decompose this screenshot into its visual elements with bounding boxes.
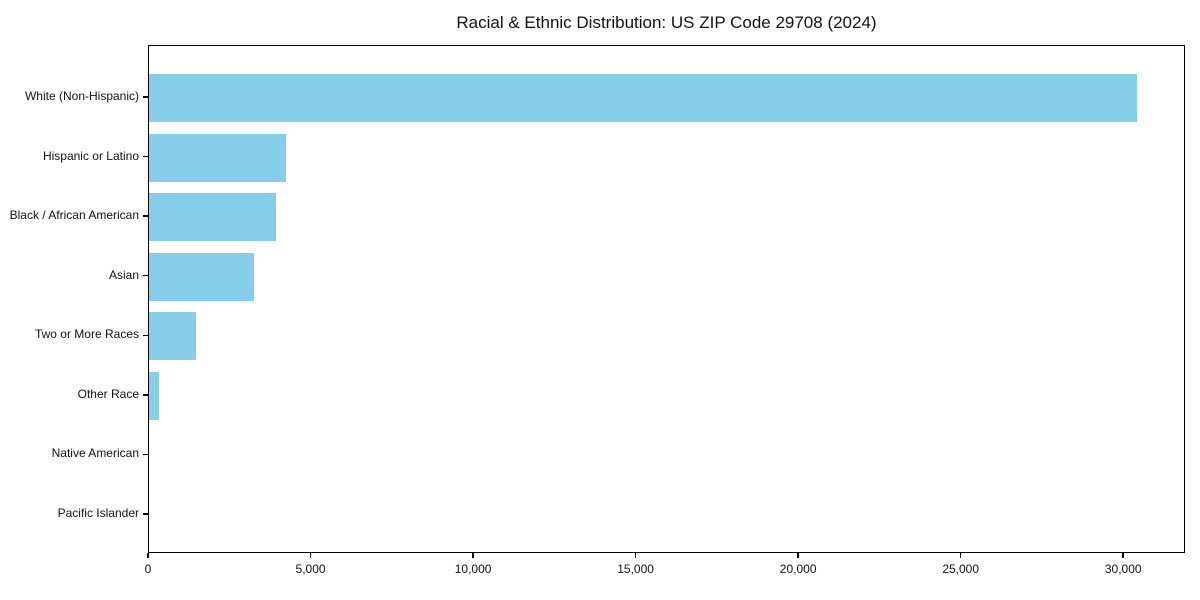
y-axis-label: Hispanic or Latino [42,148,139,163]
plot-area [148,45,1185,553]
bar-black-african-american [149,193,276,242]
y-axis-label: Two or More Races [34,327,139,342]
y-axis-label: Black / African American [9,208,139,223]
x-axis-tick [309,553,312,558]
y-axis-tick [143,96,148,98]
x-axis-tick-label: 25,000 [942,562,980,576]
x-axis-tick [472,553,474,558]
x-axis-tick [959,553,962,558]
x-axis-tick-label: 30,000 [1104,562,1142,576]
x-axis-tick-label: 10,000 [454,562,492,576]
bar-hispanic-or-latino [149,133,286,182]
y-axis-label: Pacific Islander [57,505,139,520]
bar-other-race [149,371,159,420]
x-axis-tick [634,553,637,558]
y-axis-tick [143,394,148,396]
x-axis-tick-label: 15,000 [617,562,654,576]
y-axis-tick [143,274,148,277]
y-axis-tick [143,453,148,456]
y-axis-tick [143,513,148,515]
y-axis-label: Native American [51,446,139,461]
bar-two-or-more-races [149,312,196,361]
x-axis-tick [797,553,799,558]
x-axis-tick-label: 20,000 [779,562,817,576]
bar-white-non-hispanic [149,74,1138,122]
x-axis-tick [147,553,149,558]
y-axis-tick [143,155,148,158]
y-axis-tick [143,334,148,337]
x-axis-tick [1122,553,1124,558]
chart-title: Racial & Ethnic Distribution: US ZIP Cod… [456,13,877,32]
y-axis-label: Asian [108,267,139,282]
y-axis-label: Other Race [77,386,139,401]
y-axis-tick [143,215,148,217]
x-axis-tick-label: 5,000 [295,562,326,576]
bar-asian [149,252,255,301]
x-axis-tick-label: 0 [144,562,152,576]
y-axis-label: White (Non-Hispanic) [24,89,139,103]
